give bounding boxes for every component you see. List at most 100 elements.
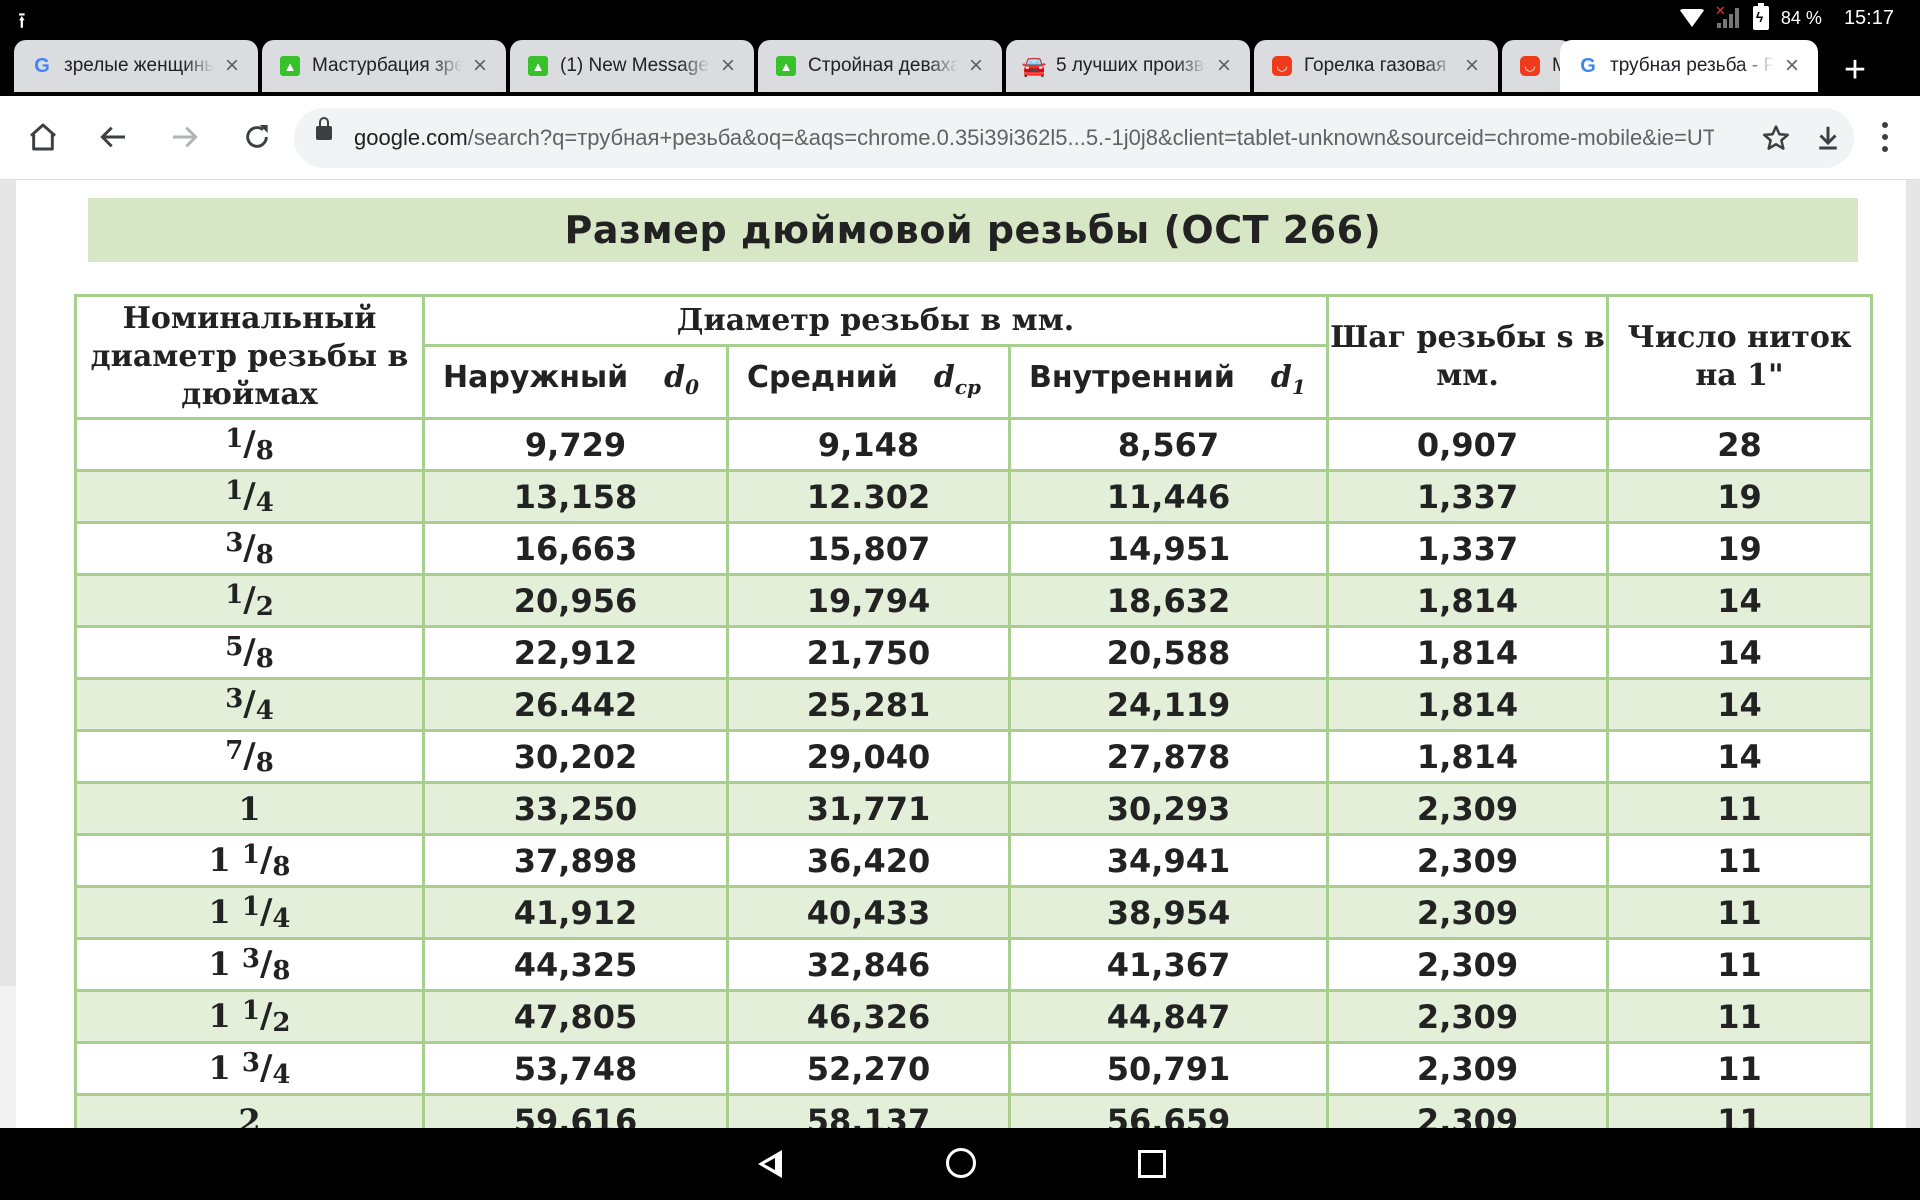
header-inner: Внутренний d1: [1007, 344, 1330, 420]
cell-pitch: 1,337: [1326, 521, 1610, 576]
tab-1[interactable]: G зрелые женщины ×: [14, 40, 258, 92]
cell-nominal: 3/8: [74, 521, 425, 576]
close-icon[interactable]: ×: [1216, 52, 1231, 79]
tab-4[interactable]: ▲ Стройная деваха ×: [758, 40, 1002, 92]
nav-recents-icon[interactable]: [1132, 1144, 1172, 1184]
upload-icon: ⭱: [18, 8, 26, 33]
cell-mid: 29,040: [726, 729, 1011, 784]
cell-mid: 52,270: [726, 1041, 1011, 1096]
table-row: 1 1/2 47,805 46,326 44,847 2,309 11: [74, 989, 1874, 1044]
edge-left: [0, 180, 16, 1128]
table-row: 5/8 22,912 21,750 20,588 1,814 14: [74, 625, 1874, 680]
cell-outer: 20,956: [422, 573, 729, 628]
tab-2[interactable]: ▲ Мастурбация зрелой ×: [262, 40, 506, 92]
table-body: 1/8 9,729 9,148 8,567 0,907 28 1/4 13,158 12.302…: [74, 417, 1874, 1128]
close-icon[interactable]: ×: [720, 52, 735, 79]
cell-tpi: 14: [1606, 573, 1874, 628]
aliexpress-icon: ◡: [1272, 56, 1292, 76]
table-row: 1/2 20,956 19,794 18,632 1,814 14: [74, 573, 1874, 628]
green-thumb-icon: ▲: [528, 56, 548, 76]
table-row: 1 3/4 53,748 52,270 50,791 2,309 11: [74, 1041, 1874, 1096]
cell-pitch: 2,309: [1326, 781, 1610, 836]
cell-nominal: 1: [74, 781, 425, 836]
nav-back-icon[interactable]: [752, 1144, 792, 1184]
home-icon[interactable]: [16, 110, 70, 164]
cell-nominal: 1 1/2: [74, 989, 425, 1044]
cell-inner: 8,567: [1007, 417, 1330, 472]
cell-mid: 12.302: [726, 469, 1011, 524]
cell-mid: 36,420: [726, 833, 1011, 888]
browser-toolbar: google.com/search?q=трубная+резьба&oq=&a…: [0, 96, 1920, 180]
thread-size-table: Номинальный диаметр резьбы в дюймах Диам…: [74, 294, 1874, 1128]
cell-pitch: 1,814: [1326, 625, 1610, 680]
header-outer: Наружный d0: [422, 344, 729, 420]
table-row: 7/8 30,202 29,040 27,878 1,814 14: [74, 729, 1874, 784]
url-text[interactable]: google.com/search?q=трубная+резьба&oq=&a…: [354, 125, 1714, 150]
cell-nominal: 1 3/8: [74, 937, 425, 992]
close-icon[interactable]: ×: [1784, 52, 1799, 79]
omnibox[interactable]: google.com/search?q=трубная+резьба&oq=&a…: [294, 108, 1854, 168]
green-thumb-icon: ▲: [280, 56, 300, 76]
edge-right: [1906, 180, 1920, 1128]
tab-3[interactable]: ▲ (1) New Message! ×: [510, 40, 754, 92]
cell-mid: 21,750: [726, 625, 1011, 680]
more-vert-icon[interactable]: [1868, 110, 1902, 164]
close-icon[interactable]: ×: [224, 52, 239, 79]
cell-nominal: 1 1/8: [74, 833, 425, 888]
cell-tpi: 11: [1606, 1041, 1874, 1096]
document-title: Размер дюймовой резьбы (ОСТ 266): [88, 198, 1858, 262]
table-row: 3/8 16,663 15,807 14,951 1,337 19: [74, 521, 1874, 576]
google-icon: G: [34, 54, 50, 77]
tab-6[interactable]: ◡ Горелка газовая К ×: [1254, 40, 1498, 92]
header-pitch: Шаг резьбы s в мм.: [1326, 294, 1610, 420]
close-icon[interactable]: ×: [472, 52, 487, 79]
tab-8-active[interactable]: G трубная резьба - Р ×: [1560, 40, 1818, 92]
cell-pitch: 1,814: [1326, 677, 1610, 732]
cell-mid: 25,281: [726, 677, 1011, 732]
cell-tpi: 11: [1606, 781, 1874, 836]
cell-pitch: 2,309: [1326, 833, 1610, 888]
aliexpress-icon: ◡: [1520, 56, 1540, 76]
cell-mid: 31,771: [726, 781, 1011, 836]
table-row: 1/4 13,158 12.302 11,446 1,337 19: [74, 469, 1874, 524]
cell-nominal: 7/8: [74, 729, 425, 784]
cell-inner: 44,847: [1007, 989, 1330, 1044]
forward-arrow-icon[interactable]: [158, 110, 212, 164]
cell-inner: 34,941: [1007, 833, 1330, 888]
clock: 15:17: [1843, 6, 1894, 29]
cell-mid: 32,846: [726, 937, 1011, 992]
cell-tpi: 14: [1606, 625, 1874, 680]
car-icon: 🚘: [1021, 55, 1047, 78]
cell-tpi: 19: [1606, 521, 1874, 576]
cell-outer: 53,748: [422, 1041, 729, 1096]
nav-home-icon[interactable]: [942, 1144, 982, 1184]
cell-pitch: 2,309: [1326, 885, 1610, 940]
cell-pitch: 2,309: [1326, 937, 1610, 992]
tab-5[interactable]: 🚘 5 лучших производителей ×: [1006, 40, 1250, 92]
tab-title: зрелые женщины: [64, 55, 214, 76]
header-diameter-group: Диаметр резьбы в мм.: [421, 294, 1330, 347]
cell-inner: 14,951: [1007, 521, 1330, 576]
new-tab-button[interactable]: +: [1843, 49, 1867, 91]
close-icon[interactable]: ×: [1464, 52, 1479, 79]
tab-title: Стройная деваха: [808, 55, 958, 76]
close-icon[interactable]: ×: [968, 52, 983, 79]
cell-nominal: 2: [74, 1093, 425, 1128]
cell-outer: 41,912: [422, 885, 729, 940]
cell-pitch: 1,814: [1326, 729, 1610, 784]
cell-tpi: 11: [1606, 885, 1874, 940]
reload-icon[interactable]: [230, 110, 284, 164]
cell-signal-icon: ✕: [1715, 3, 1741, 28]
star-icon[interactable]: [1752, 114, 1800, 162]
download-icon[interactable]: [1804, 114, 1852, 162]
back-arrow-icon[interactable]: [86, 110, 140, 164]
cell-outer: 30,202: [422, 729, 729, 784]
cell-inner: 27,878: [1007, 729, 1330, 784]
cell-mid: 19,794: [726, 573, 1011, 628]
cell-nominal: 3/4: [74, 677, 425, 732]
table-row: 1 3/8 44,325 32,846 41,367 2,309 11: [74, 937, 1874, 992]
cell-tpi: 19: [1606, 469, 1874, 524]
cell-mid: 9,148: [726, 417, 1011, 472]
cell-inner: 18,632: [1007, 573, 1330, 628]
green-thumb-icon: ▲: [776, 56, 796, 76]
